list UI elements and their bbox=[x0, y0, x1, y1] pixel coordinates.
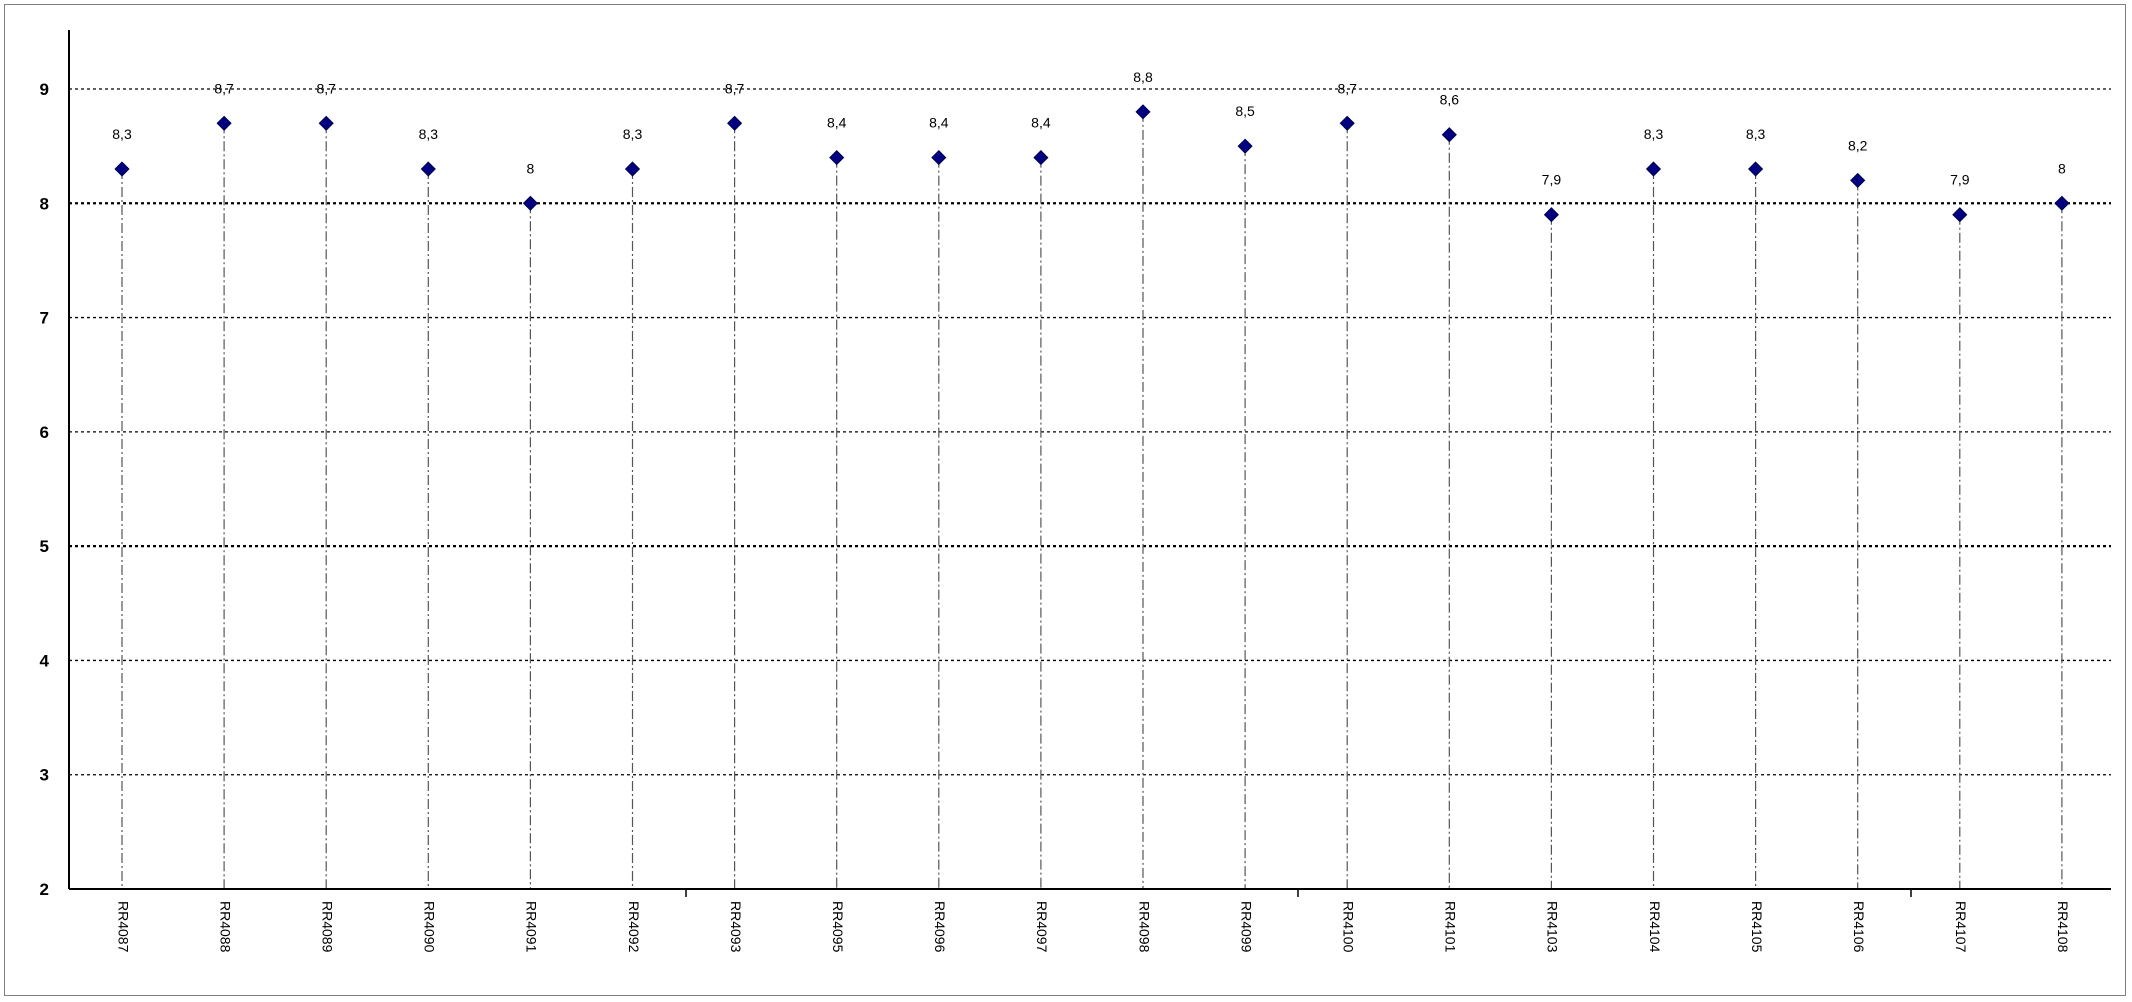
x-tick-label-RR4096: RR4096 bbox=[932, 901, 948, 953]
data-label-RR4101: 8,6 bbox=[1440, 92, 1460, 108]
y-tick-labels: 2 3 4 5 6 7 8 9 bbox=[40, 80, 50, 899]
x-tick-label-RR4093: RR4093 bbox=[728, 901, 744, 953]
data-label-RR4108: 8 bbox=[2058, 160, 2066, 176]
data-point-RR4103 bbox=[1543, 207, 1559, 223]
y-tick-label-6: 6 bbox=[40, 423, 49, 442]
data-point-RR4098 bbox=[1135, 104, 1151, 120]
data-label-RR4088: 8,7 bbox=[214, 80, 234, 96]
x-tick-label-RR4100: RR4100 bbox=[1340, 901, 1356, 953]
data-label-RR4098: 8,8 bbox=[1133, 69, 1153, 85]
x-tick-label-RR4097: RR4097 bbox=[1034, 901, 1050, 953]
data-labels: 8,3 8,7 8,7 8,3 8 8,3 8,7 8,4 8,4 8,4 8,8 8,5 8,7 8,6… bbox=[112, 69, 2066, 188]
data-point-RR4101 bbox=[1441, 127, 1457, 143]
data-label-RR4087: 8,3 bbox=[112, 126, 132, 142]
x-tick-label-RR4090: RR4090 bbox=[422, 901, 438, 953]
y-tick-label-7: 7 bbox=[40, 309, 49, 328]
x-tick-label-RR4106: RR4106 bbox=[1851, 901, 1867, 953]
y-tick-label-8: 8 bbox=[40, 194, 49, 213]
y-tick-label-5: 5 bbox=[40, 537, 49, 556]
x-tick-label-RR4092: RR4092 bbox=[626, 901, 642, 953]
x-tick-labels: RR4087 RR4088 RR4089 RR4090 RR4091 RR4092 RR40… bbox=[115, 901, 2071, 953]
data-point-RR4105 bbox=[1748, 161, 1764, 177]
data-point-RR4088 bbox=[216, 115, 232, 131]
data-point-RR4099 bbox=[1237, 138, 1253, 154]
drop-lines bbox=[121, 111, 2063, 889]
data-label-RR4107: 7,9 bbox=[1950, 172, 1970, 188]
x-tick-label-RR4091: RR4091 bbox=[524, 901, 540, 953]
gridlines bbox=[69, 88, 2111, 776]
data-point-RR4095 bbox=[829, 150, 845, 166]
data-point-RR4093 bbox=[727, 115, 743, 131]
y-tick-label-9: 9 bbox=[40, 80, 49, 99]
x-tick-label-RR4105: RR4105 bbox=[1749, 901, 1765, 953]
y-tick-label-3: 3 bbox=[40, 766, 49, 785]
data-label-RR4095: 8,4 bbox=[827, 115, 847, 131]
data-point-RR4107 bbox=[1952, 207, 1968, 223]
data-point-RR4092 bbox=[624, 161, 641, 177]
data-point-RR4091 bbox=[522, 195, 538, 211]
data-point-RR4096 bbox=[931, 150, 947, 166]
data-point-RR4100 bbox=[1339, 115, 1355, 131]
x-tick-label-RR4099: RR4099 bbox=[1238, 901, 1254, 953]
y-tick-label-4: 4 bbox=[40, 651, 50, 670]
data-label-RR4099: 8,5 bbox=[1235, 103, 1255, 119]
data-label-RR4091: 8 bbox=[527, 160, 535, 176]
x-tick-label-RR4104: RR4104 bbox=[1647, 901, 1663, 953]
y-tick-label-2: 2 bbox=[40, 880, 49, 899]
data-label-RR4090: 8,3 bbox=[419, 126, 439, 142]
data-label-RR4096: 8,4 bbox=[929, 115, 949, 131]
data-point-RR4089 bbox=[318, 115, 334, 131]
data-points bbox=[114, 104, 2070, 223]
axes bbox=[68, 30, 2111, 897]
x-tick-label-RR4101: RR4101 bbox=[1443, 901, 1459, 953]
x-tick-label-RR4107: RR4107 bbox=[1953, 901, 1969, 953]
x-tick-label-RR4089: RR4089 bbox=[319, 901, 335, 953]
data-label-RR4092: 8,3 bbox=[623, 126, 643, 142]
data-point-RR4106 bbox=[1850, 172, 1866, 188]
x-tick-label-RR4088: RR4088 bbox=[217, 901, 233, 953]
data-point-RR4097 bbox=[1033, 150, 1049, 166]
data-label-RR4093: 8,7 bbox=[725, 80, 745, 96]
data-label-RR4103: 7,9 bbox=[1542, 172, 1562, 188]
x-tick-label-RR4108: RR4108 bbox=[2055, 901, 2071, 953]
data-label-RR4106: 8,2 bbox=[1848, 137, 1868, 153]
data-point-RR4087 bbox=[114, 161, 130, 177]
data-label-RR4104: 8,3 bbox=[1644, 126, 1664, 142]
x-tick-label-RR4087: RR4087 bbox=[115, 901, 131, 953]
data-point-RR4104 bbox=[1645, 161, 1662, 177]
x-tick-label-RR4103: RR4103 bbox=[1545, 901, 1561, 953]
data-point-RR4108 bbox=[2054, 195, 2070, 211]
x-tick-label-RR4098: RR4098 bbox=[1136, 901, 1152, 953]
data-label-RR4097: 8,4 bbox=[1031, 115, 1051, 131]
x-tick-label-RR4095: RR4095 bbox=[830, 901, 846, 953]
data-label-RR4089: 8,7 bbox=[316, 80, 336, 96]
data-point-RR4090 bbox=[420, 161, 436, 177]
data-label-RR4100: 8,7 bbox=[1337, 80, 1357, 96]
data-label-RR4105: 8,3 bbox=[1746, 126, 1766, 142]
